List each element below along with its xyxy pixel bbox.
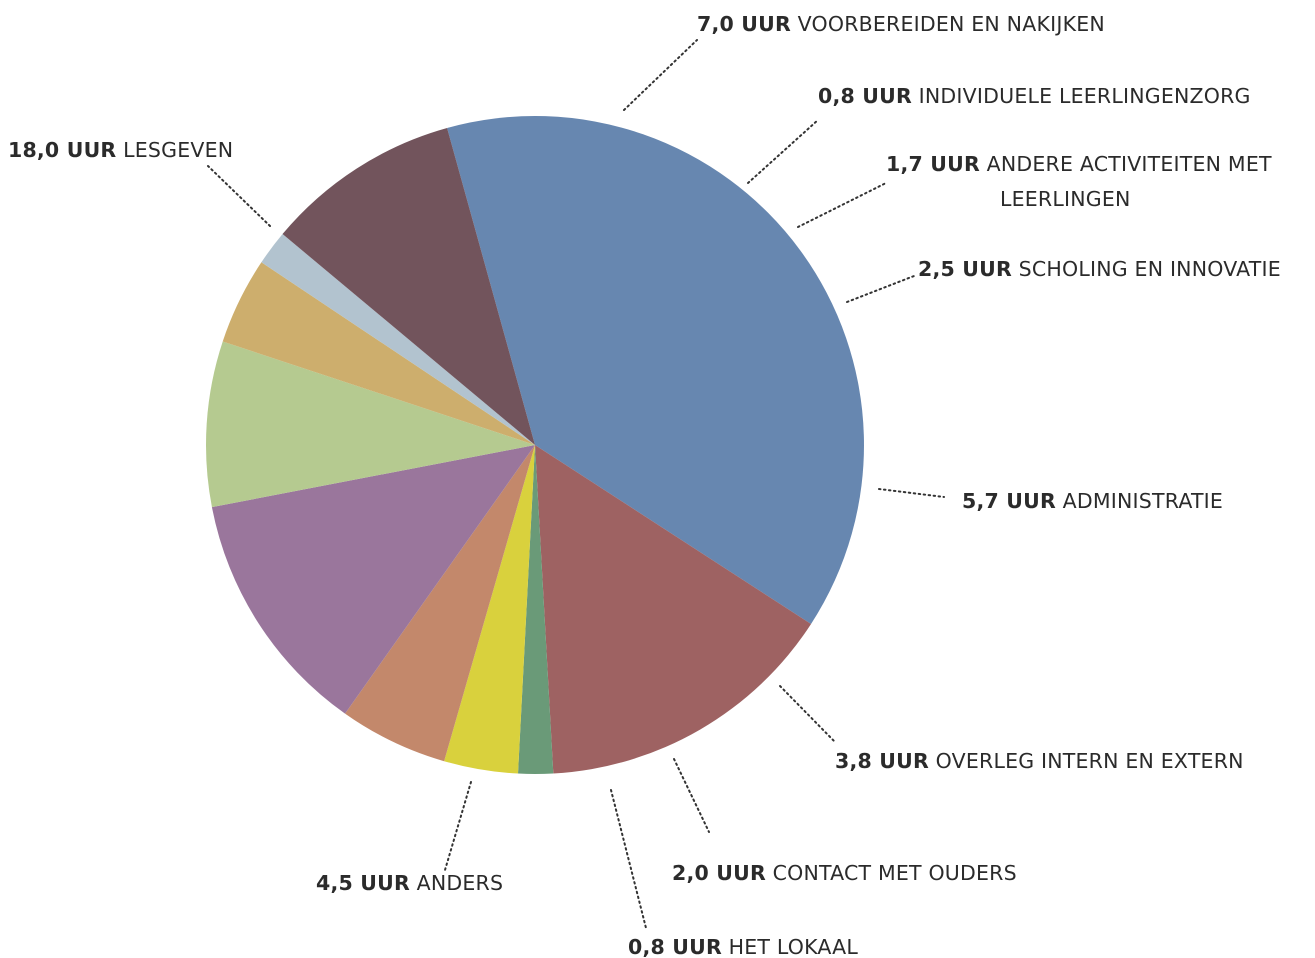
slice-label-8: 0,8 UUR HET LOKAAL (628, 935, 858, 958)
pie-slice-8 (261, 234, 535, 445)
slice-value-label-7: 2,0 UUR (672, 861, 766, 885)
slice-value-label-2: 0,8 UUR (818, 84, 912, 108)
slice-label-7: 2,0 UUR CONTACT MET OUDERS (672, 861, 1017, 885)
leader-line-8 (610, 789, 647, 929)
leader-line-4 (846, 275, 915, 303)
leader-line-0 (207, 165, 271, 227)
slice-label-5: 5,7 UUR ADMINISTRATIE (962, 489, 1223, 513)
slice-value-label-9: 4,5 UUR (316, 871, 410, 895)
slice-label-2: 0,8 UUR INDIVIDUELE LEERLINGENZORG (818, 84, 1251, 108)
slice-category-label-5: ADMINISTRATIE (1056, 489, 1223, 513)
slice-category-label-0: LESGEVEN (116, 138, 233, 162)
leader-line-7 (673, 758, 710, 833)
slice-category-label-6: OVERLEG INTERN EN EXTERN (929, 749, 1244, 773)
leader-lines (207, 39, 945, 929)
slice-value-label-0: 18,0 UUR (8, 138, 116, 162)
leader-line-3 (797, 182, 887, 228)
slice-category-label-8: HET LOKAAL (722, 935, 858, 958)
pie-slice-3 (444, 445, 535, 774)
slice-labels: 18,0 UUR LESGEVEN 7,0 UUR VOORBEREIDEN EN… (8, 12, 1281, 958)
slice-category-label-3-line2: LEERLINGEN (1000, 187, 1131, 211)
slice-value-label-6: 3,8 UUR (835, 749, 929, 773)
slice-value-label-5: 5,7 UUR (962, 489, 1056, 513)
slice-value-label-4: 2,5 UUR (918, 257, 1012, 281)
pie-slices (205, 116, 864, 774)
pie-slice-1 (535, 445, 812, 774)
pie-slice-4 (345, 445, 535, 762)
leader-line-2 (747, 119, 819, 184)
leader-line-9 (444, 781, 472, 871)
slice-value-label-1: 7,0 UUR (697, 12, 791, 36)
slice-category-label-1: VOORBEREIDEN EN NAKIJKEN (791, 12, 1105, 36)
pie-slice-9 (282, 127, 535, 445)
pie-slice-2 (518, 445, 554, 774)
leader-line-1 (623, 39, 698, 111)
slice-category-label-4: SCHOLING EN INNOVATIE (1012, 257, 1281, 281)
pie-slice-7 (222, 262, 535, 445)
leader-line-5 (878, 488, 945, 498)
slice-category-label-9: ANDERS (410, 871, 503, 895)
pie-slice-6 (205, 341, 535, 508)
slice-label-0: 18,0 UUR LESGEVEN (8, 138, 233, 162)
leader-line-6 (779, 685, 836, 743)
slice-category-label-2: INDIVIDUELE LEERLINGENZORG (912, 84, 1251, 108)
slice-category-label-3: ANDERE ACTIVITEITEN MET (980, 152, 1272, 176)
slice-label-1: 7,0 UUR VOORBEREIDEN EN NAKIJKEN (697, 12, 1105, 36)
slice-label-9: 4,5 UUR ANDERS (316, 871, 503, 895)
slice-value-label-3: 1,7 UUR (886, 152, 980, 176)
pie-slice-5 (211, 445, 536, 714)
slice-label-4: 2,5 UUR SCHOLING EN INNOVATIE (918, 257, 1281, 281)
slice-label-3: 1,7 UUR ANDERE ACTIVITEITEN MET (886, 152, 1272, 176)
pie-slice-0 (447, 116, 864, 625)
slice-value-label-8: 0,8 UUR (628, 935, 722, 958)
slice-label-6: 3,8 UUR OVERLEG INTERN EN EXTERN (835, 749, 1244, 773)
slice-category-label-7: CONTACT MET OUDERS (766, 861, 1017, 885)
